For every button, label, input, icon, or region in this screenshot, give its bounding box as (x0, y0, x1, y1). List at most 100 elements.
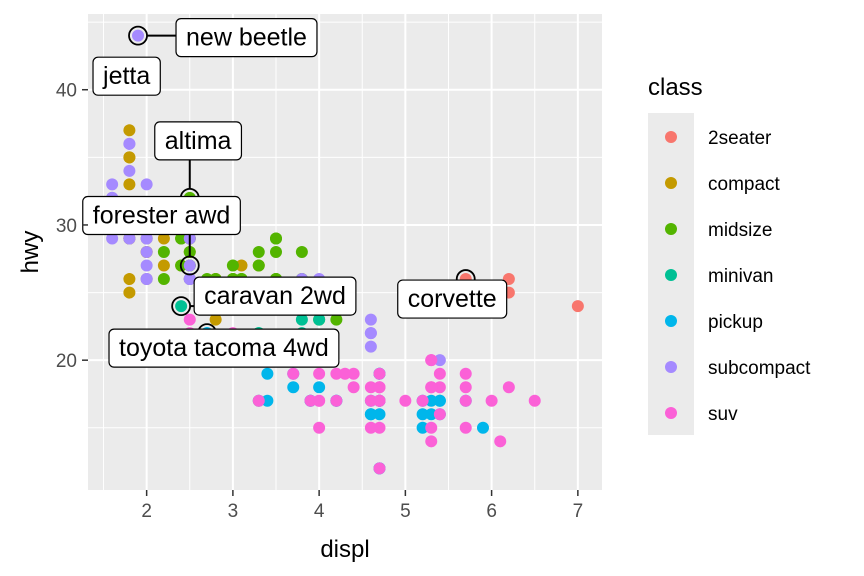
data-point-suv (425, 354, 438, 367)
data-point-midsize (295, 246, 308, 258)
annotation-label: toyota tacoma 4wd (119, 334, 329, 362)
data-point-suv (373, 367, 386, 380)
data-point-subcompact (123, 232, 136, 245)
data-point-minivan (295, 313, 308, 326)
y-tick-label: 40 (56, 81, 77, 102)
annotation-box (175, 18, 318, 58)
data-point-suv (399, 394, 412, 407)
data-point-compact (123, 151, 136, 164)
data-point-suv (416, 394, 429, 407)
annotation-label: corvette (408, 285, 497, 313)
data-point-pickup (425, 394, 438, 407)
data-point-suv (459, 367, 472, 380)
data-point-subcompact (140, 232, 153, 245)
data-point-midsize (330, 313, 343, 326)
annotation-box (154, 121, 243, 161)
data-point-midsize (270, 232, 283, 245)
data-point-compact (157, 259, 170, 272)
data-point-subcompact (364, 327, 377, 340)
data-point-subcompact (364, 340, 377, 353)
data-point-subcompact (106, 232, 119, 245)
data-point-subcompact (106, 178, 119, 191)
data-point-compact (123, 286, 136, 299)
data-point-suv (287, 367, 300, 380)
data-points (106, 29, 584, 475)
data-point-suv (330, 367, 343, 380)
annotation-box (193, 276, 357, 316)
legend-key-compact (665, 177, 677, 189)
data-point-midsize (270, 246, 283, 258)
data-point-2seater (571, 300, 584, 313)
data-point-subcompact (140, 178, 153, 191)
data-point-compact (123, 178, 136, 191)
data-point-pickup (425, 408, 438, 421)
data-point-suv (339, 367, 351, 380)
data-point-subcompact (140, 246, 153, 258)
data-point-suv (425, 421, 438, 434)
data-point-suv (459, 381, 472, 394)
x-tick-label: 7 (573, 501, 584, 522)
data-point-pickup (313, 381, 326, 394)
legend-title: class (648, 74, 703, 101)
x-tick-label: 6 (486, 501, 497, 522)
data-point-suv (313, 421, 326, 434)
data-point-compact (123, 124, 136, 137)
legend-key-subcompact (665, 361, 677, 373)
annotation-label: jetta (102, 62, 150, 90)
data-point-midsize (226, 259, 239, 272)
data-point-suv (313, 367, 326, 380)
legend: class 2seater compact midsize minivan pickup… (648, 74, 811, 435)
data-point-minivan (313, 313, 326, 326)
data-point-pickup (364, 408, 377, 421)
data-point-compact (209, 313, 222, 326)
data-point-suv (433, 408, 446, 421)
data-point-suv (330, 394, 343, 407)
data-point-suv (433, 367, 446, 380)
legend-label-midsize: midsize (708, 220, 772, 241)
plot-panel (88, 14, 602, 490)
legend-key-midsize (665, 223, 677, 235)
data-point-subcompact (140, 259, 153, 272)
data-point-suv (347, 381, 360, 394)
data-point-pickup (416, 421, 429, 434)
data-point-suv (373, 421, 386, 434)
y-tick-label: 20 (56, 351, 77, 372)
data-point-suv (485, 394, 498, 407)
data-point-suv (364, 421, 377, 434)
legend-label-pickup: pickup (708, 312, 763, 333)
annotation-box (82, 195, 241, 236)
data-point-subcompact (183, 273, 196, 286)
data-point-pickup (261, 367, 274, 380)
annotation-label: new beetle (186, 24, 307, 52)
annotation-box (397, 279, 508, 319)
data-point-subcompact (140, 273, 153, 286)
legend-key-2seater (665, 131, 677, 143)
x-tick-label: 4 (314, 501, 325, 522)
legend-key-minivan (665, 269, 677, 281)
x-tick-label: 5 (400, 501, 411, 522)
data-point-subcompact (433, 354, 446, 367)
data-point-suv (313, 394, 326, 407)
legend-label-2seater: 2seater (708, 128, 772, 149)
y-axis: 20 30 40 (56, 81, 88, 372)
data-point-subcompact (183, 259, 196, 272)
data-point-suv (183, 313, 196, 326)
data-point-suv (347, 367, 360, 380)
data-point-pickup (287, 381, 300, 394)
data-point-pickup (416, 408, 429, 421)
data-point-midsize (157, 246, 170, 258)
annotation-label: forester awd (93, 202, 231, 230)
data-point-suv (459, 421, 472, 434)
data-point-pickup (476, 421, 489, 434)
data-point-compact (235, 259, 248, 272)
data-point-subcompact (123, 137, 136, 150)
x-axis: 2 3 4 5 6 7 (141, 490, 583, 522)
data-point-suv (252, 394, 265, 407)
data-point-pickup (433, 394, 446, 407)
data-point-suv (373, 394, 386, 407)
data-point-midsize (252, 259, 265, 272)
annotation-box (108, 328, 340, 368)
annotation-label: altima (165, 127, 232, 155)
y-axis-title: hwy (17, 231, 44, 274)
